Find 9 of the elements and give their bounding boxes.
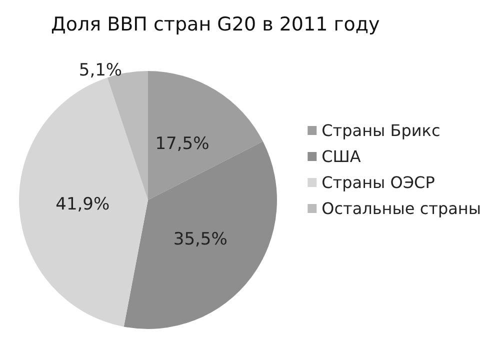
legend-label: Страны ОЭСР — [322, 173, 436, 192]
data-label: 35,5% — [173, 229, 228, 250]
data-label: 5,1% — [78, 60, 122, 81]
data-label: 41,9% — [56, 194, 110, 214]
legend-label: Страны Брикс — [322, 121, 440, 140]
legend-label: Остальные страны — [322, 199, 482, 218]
chart-title: Доля ВВП стран G20 в 2011 году — [51, 14, 380, 36]
legend-label: США — [322, 147, 361, 166]
data-label: 17,5% — [155, 134, 210, 154]
